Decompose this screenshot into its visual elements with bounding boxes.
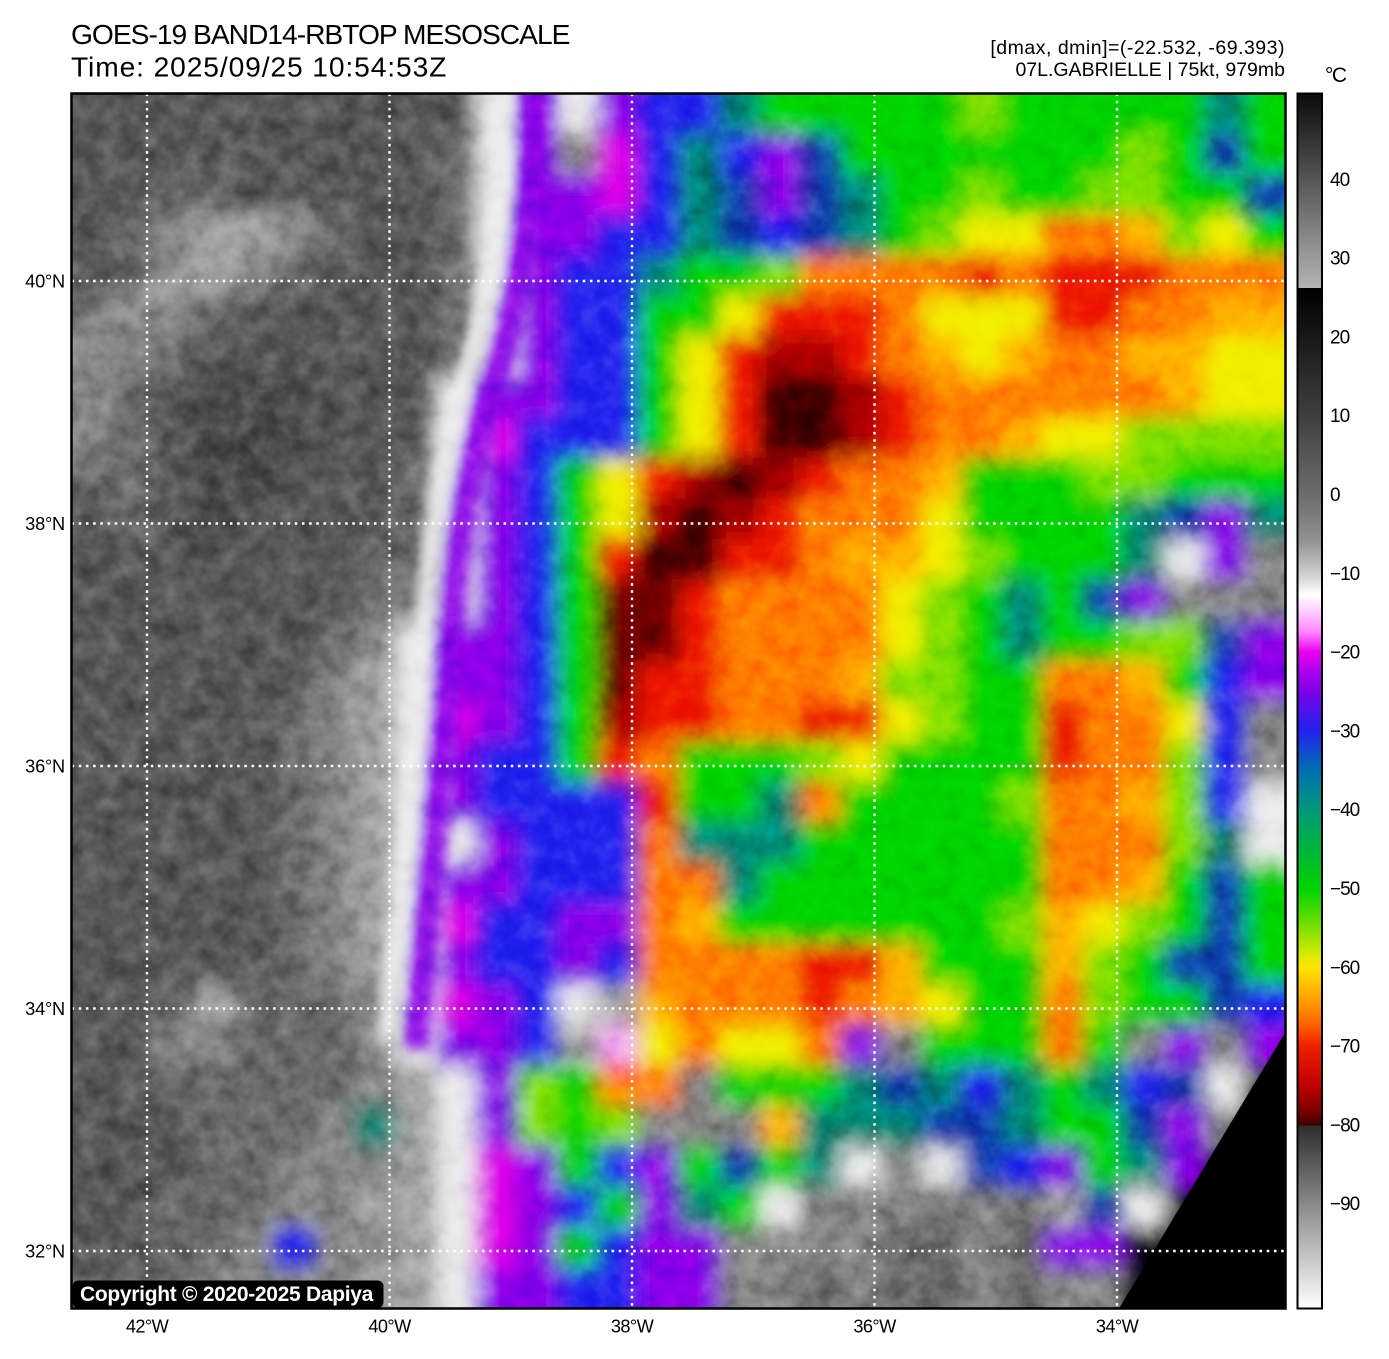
svg-text:Copyright © 2020-2025 Dapiya: Copyright © 2020-2025 Dapiya — [80, 1283, 374, 1306]
svg-text:38°N: 38°N — [25, 514, 65, 534]
svg-text:−20: −20 — [1330, 643, 1360, 664]
svg-text:−40: −40 — [1330, 800, 1360, 821]
svg-text:38°W: 38°W — [611, 1317, 655, 1337]
svg-text:0: 0 — [1330, 485, 1340, 506]
svg-text:34°W: 34°W — [1096, 1317, 1140, 1337]
svg-text:34°N: 34°N — [25, 999, 65, 1019]
svg-text:30: 30 — [1330, 249, 1350, 270]
svg-text:[dmax, dmin]=(-22.532, -69.393: [dmax, dmin]=(-22.532, -69.393) — [990, 37, 1285, 59]
svg-text:42°W: 42°W — [126, 1317, 170, 1337]
svg-text:40°N: 40°N — [25, 272, 65, 292]
svg-text:40°W: 40°W — [368, 1317, 412, 1337]
svg-text:−60: −60 — [1330, 958, 1360, 979]
svg-text:−90: −90 — [1330, 1194, 1360, 1215]
svg-text:10: 10 — [1330, 406, 1350, 427]
svg-text:Time: 2025/09/25 10:54:53Z: Time: 2025/09/25 10:54:53Z — [71, 51, 447, 83]
svg-text:−50: −50 — [1330, 879, 1360, 900]
svg-text:GOES-19 BAND14-RBTOP MESOSCALE: GOES-19 BAND14-RBTOP MESOSCALE — [71, 18, 570, 50]
svg-text:36°N: 36°N — [25, 757, 65, 777]
svg-text:−70: −70 — [1330, 1037, 1360, 1058]
svg-text:−30: −30 — [1330, 721, 1360, 742]
svg-text:40: 40 — [1330, 170, 1350, 191]
svg-text:20: 20 — [1330, 327, 1350, 348]
svg-text:−80: −80 — [1330, 1115, 1360, 1136]
svg-text:−10: −10 — [1330, 564, 1360, 585]
svg-text:32°N: 32°N — [25, 1242, 65, 1262]
svg-text:07L.GABRIELLE | 75kt, 979mb: 07L.GABRIELLE | 75kt, 979mb — [1015, 59, 1285, 81]
svg-text:36°W: 36°W — [853, 1317, 897, 1337]
svg-text:°C: °C — [1325, 64, 1347, 87]
